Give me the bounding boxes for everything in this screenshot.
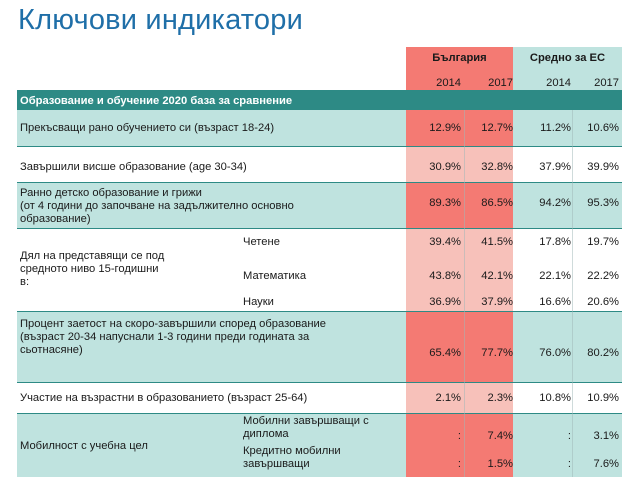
credit-eu-2017: 7.6% (593, 458, 620, 470)
ecec-bg-2017: 86.5% (481, 197, 513, 209)
degree-bg-2014: : (457, 430, 461, 442)
header-bulgaria-bg (406, 47, 513, 90)
row-adult-learning-label: Участие на възрастни в образованието (въ… (20, 392, 308, 404)
row-employment-bg (17, 312, 622, 382)
row-underachievers-label-line1: Дял на представящи се под (20, 250, 165, 262)
adult-bg-2014: 2.1% (435, 392, 462, 404)
row-underachievers-label-line3: в: (20, 276, 30, 288)
tertiary-eu-2014: 37.9% (539, 161, 571, 173)
section-band (17, 90, 622, 110)
science-bg-2014: 36.9% (429, 296, 461, 308)
row-divider (17, 311, 622, 312)
credit-bg-2017: 1.5% (487, 458, 514, 470)
row-tertiary-bg-cell (406, 147, 513, 182)
row-tertiary-label: Завършили висше образование (age 30-34) (20, 161, 247, 173)
row-early-leavers-label: Прекъсващи рано обучението си (възраст 1… (20, 122, 275, 134)
row-employment-label-line3: сьотнасяне) (20, 344, 83, 356)
row-divider (17, 382, 622, 383)
employment-eu-2017: 80.2% (587, 347, 619, 359)
row-ecec-bg (17, 183, 622, 228)
reading-eu-2017: 19.7% (587, 236, 619, 248)
header-year-eu-2017: 2017 (594, 77, 619, 89)
adult-eu-2017: 10.9% (587, 392, 619, 404)
ecec-bg-2014: 89.3% (429, 197, 461, 209)
indicators-table: България Средно за ЕС 2014 2017 2014 201… (17, 47, 622, 477)
header-year-eu-2014: 2014 (546, 77, 571, 89)
sub-label-science: Науки (243, 296, 274, 308)
degree-eu-2017: 3.1% (593, 430, 620, 442)
reading-bg-2014: 39.4% (429, 236, 461, 248)
adult-bg-2017: 2.3% (487, 392, 514, 404)
early-leavers-bg-2017: 12.7% (481, 122, 513, 134)
row-underachievers-label-line2: средното ниво 15-годишни (20, 263, 159, 275)
row-ecec-bg-cell (406, 183, 513, 228)
degree-bg-2017: 7.4% (487, 430, 514, 442)
tertiary-bg-2017: 32.8% (481, 161, 513, 173)
maths-bg-2017: 42.1% (481, 270, 513, 282)
row-mobility-label: Мобилност с учебна цел (20, 440, 148, 452)
row-adult-bg-cell (406, 383, 513, 413)
science-bg-2017: 37.9% (481, 296, 513, 308)
row-employment-label-line1: Процент заетост на скоро-завършили споре… (20, 318, 326, 330)
page-title: Ключови индикатори (18, 4, 303, 36)
column-divider (464, 110, 465, 477)
maths-eu-2017: 22.2% (587, 270, 619, 282)
row-mobility-bg-cell (406, 414, 513, 477)
degree-eu-2014: : (567, 430, 571, 442)
adult-eu-2014: 10.8% (539, 392, 571, 404)
header-eu-bg (513, 47, 622, 90)
early-leavers-eu-2017: 10.6% (587, 122, 619, 134)
science-eu-2014: 16.6% (539, 296, 571, 308)
maths-eu-2014: 22.1% (539, 270, 571, 282)
row-divider (17, 146, 622, 147)
sub-label-credit-line2: завършващи (243, 458, 310, 470)
row-ecec-label-line1: Ранно детско образование и грижи (20, 187, 202, 199)
sub-label-credit-line1: Кредитно мобилни (243, 445, 341, 457)
row-employment-bg-cell (406, 312, 513, 382)
employment-bg-2017: 77.7% (481, 347, 513, 359)
row-ecec-label-line2: (от 4 години до започване на задължителн… (20, 200, 294, 212)
maths-bg-2014: 43.8% (429, 270, 461, 282)
tertiary-bg-2014: 30.9% (429, 161, 461, 173)
reading-eu-2014: 17.8% (539, 236, 571, 248)
sub-label-maths: Математика (243, 270, 307, 282)
tertiary-eu-2017: 39.9% (587, 161, 619, 173)
early-leavers-bg-2014: 12.9% (429, 122, 461, 134)
ecec-eu-2014: 94.2% (539, 197, 571, 209)
row-early-leavers-bg (17, 110, 622, 146)
section-label: Образование и обучение 2020 база за срав… (20, 95, 293, 107)
credit-bg-2014: : (457, 458, 461, 470)
row-ecec-label-line3: образование) (20, 213, 91, 225)
early-leavers-eu-2014: 11.2% (540, 122, 571, 134)
reading-bg-2017: 41.5% (481, 236, 513, 248)
sub-label-degree-line2: диплома (243, 428, 289, 440)
row-employment-label-line2: (възраст 20-34 напуснали 1-3 години пред… (20, 331, 310, 343)
credit-eu-2014: : (567, 458, 571, 470)
ecec-eu-2017: 95.3% (587, 197, 619, 209)
header-year-bg-2017: 2017 (488, 77, 513, 89)
sub-label-reading: Четене (243, 236, 280, 248)
header-eu-average: Средно за ЕС (529, 52, 606, 64)
row-divider (17, 413, 622, 414)
employment-eu-2014: 76.0% (539, 347, 571, 359)
row-early-leavers-bg-cell (406, 110, 513, 146)
row-divider (17, 182, 622, 183)
sub-label-degree-line1: Мобилни завършващи с (243, 415, 369, 427)
science-eu-2017: 20.6% (587, 296, 619, 308)
header-year-bg-2014: 2014 (436, 77, 461, 89)
employment-bg-2014: 65.4% (429, 347, 461, 359)
row-mobility-bg (17, 414, 622, 477)
row-underachievers-bg-cell (406, 229, 513, 311)
header-bulgaria: България (432, 52, 487, 64)
column-divider (572, 110, 573, 477)
row-divider (17, 228, 622, 229)
